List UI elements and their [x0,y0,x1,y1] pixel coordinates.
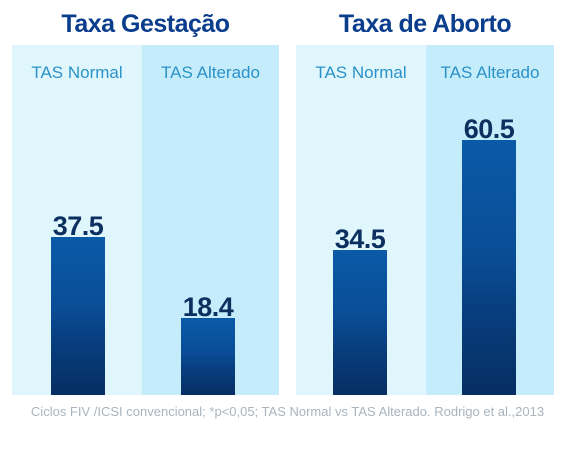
category-label: TAS Alterado [161,63,260,82]
category-label: TAS Alterado [440,63,540,82]
data-label: 60.5 [463,114,515,145]
data-label: 37.5 [52,211,104,242]
footnote: Ciclos FIV /ICSI convencional; *p<0,05; … [30,404,545,419]
bar [333,249,387,395]
chart-panel-gestacao: Taxa Gestação TAS Normal TAS Alterado 37… [12,0,279,400]
chart-title: Taxa de Aborto [338,10,512,38]
data-label: 18.4 [182,291,234,322]
chart-panel-aborto: Taxa de Aborto TAS Normal TAS Alterado 3… [296,0,554,400]
bar [51,237,105,395]
bar [181,317,235,395]
data-label: 34.5 [334,223,386,254]
category-label: TAS Normal [31,63,123,82]
chart-title: Taxa Gestação [61,10,230,38]
category-label: TAS Normal [315,63,407,82]
bar [462,140,516,395]
